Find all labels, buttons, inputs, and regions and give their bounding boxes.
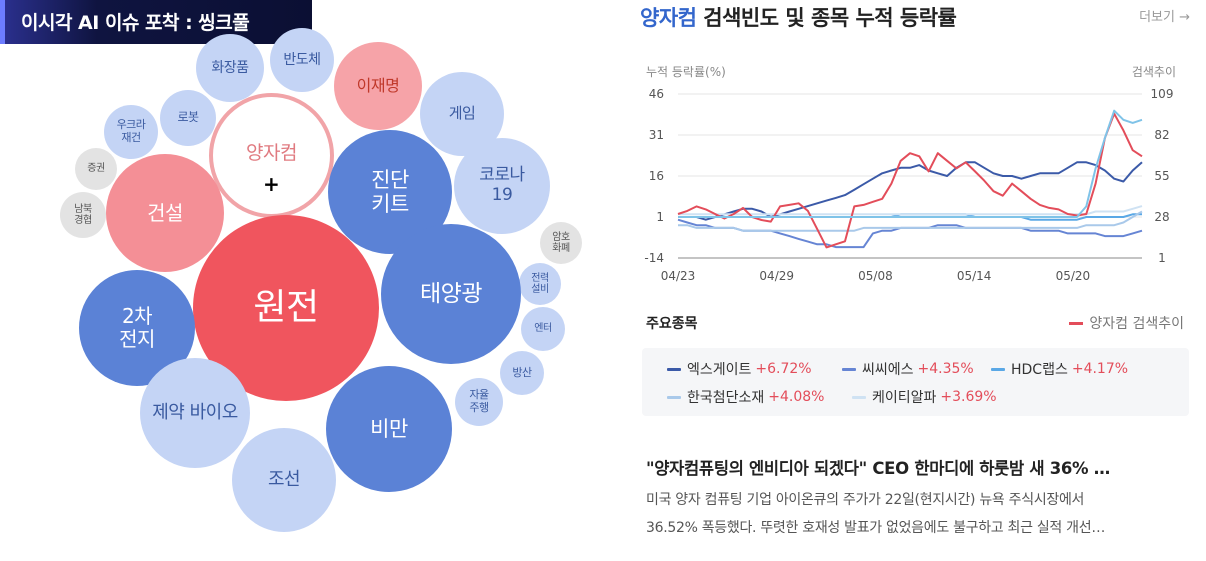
issue-banner: 이시각 AI 이슈 포착 : 씽크풀 bbox=[0, 0, 312, 44]
search-return-chart: 누적 등락률(%) 검색추이 46 109 31 82 16 55 1 28 -14 1 04/23 04… bbox=[640, 58, 1190, 290]
bubble-lee-jaemyung[interactable]: 이재명 bbox=[334, 42, 422, 130]
bubble-solar[interactable]: 태양광 bbox=[381, 224, 521, 364]
bubble-shipbuilding[interactable]: 조선 bbox=[232, 428, 336, 532]
bubble-covid19[interactable]: 코로나 19 bbox=[454, 138, 550, 234]
stock-legend-box: 엑스게이트 +6.72% 씨씨에스 +4.35% HDC랩스 +4.17% 한국첨단소… bbox=[642, 348, 1189, 416]
search-panel: 양자컴 검색빈도 및 종목 누적 등락률 더보기 → 누적 등락률(%) 검색추이… bbox=[640, 0, 1190, 561]
series-line bbox=[678, 205, 1143, 216]
key-stocks-label: 주요종목 bbox=[646, 316, 698, 332]
banner-title: 이시각 AI 이슈 포착 : 씽크풀 bbox=[21, 12, 250, 34]
x-tick-label: 05/08 bbox=[858, 269, 893, 283]
bubble-obesity[interactable]: 비만 bbox=[326, 366, 452, 492]
stock-line-swatch bbox=[991, 367, 1005, 371]
bubble-construction[interactable]: 건설 bbox=[106, 154, 224, 272]
stock-item[interactable]: 엑스게이트 +6.72% bbox=[667, 359, 812, 379]
search-trend-legend: 양자컴 검색추이 bbox=[1069, 313, 1184, 333]
stock-line-swatch bbox=[852, 395, 866, 399]
news-summary: 미국 양자 컴퓨팅 기업 아이온큐의 주가가 22일(현지시간) 뉴욕 주식시장… bbox=[646, 486, 1186, 542]
y-tick-right: 55 bbox=[1154, 169, 1169, 183]
stock-item[interactable]: 한국첨단소재 +4.08% bbox=[667, 387, 825, 407]
stock-item[interactable]: 케이티알파 +3.69% bbox=[852, 387, 997, 407]
bubble-quantum-computer[interactable]: 양자컴 bbox=[209, 93, 334, 218]
x-tick-label: 04/23 bbox=[661, 269, 696, 283]
bubble-inter-korean[interactable]: 남북 경협 bbox=[60, 192, 106, 238]
panel-title-keyword: 양자컴 bbox=[640, 6, 697, 30]
y-axis-left-title: 누적 등락률(%) bbox=[646, 65, 726, 79]
news-summary-line: 36.52% 폭등했다. 뚜렷한 호재성 발표가 없었음에도 불구하고 최근 실… bbox=[646, 520, 1106, 536]
stock-item[interactable]: HDC랩스 +4.17% bbox=[991, 359, 1128, 379]
bubble-cosmetics[interactable]: 화장품 bbox=[196, 34, 264, 102]
y-tick-right: 82 bbox=[1154, 128, 1169, 142]
bubble-power-equipment[interactable]: 전력 설비 bbox=[519, 263, 561, 305]
y-tick-left: 1 bbox=[656, 210, 664, 224]
series-line bbox=[678, 210, 1143, 232]
x-tick-label: 04/29 bbox=[759, 269, 794, 283]
series-line bbox=[677, 218, 1143, 249]
y-tick-right: 1 bbox=[1158, 251, 1166, 265]
search-trend-label: 양자컴 검색추이 bbox=[1089, 316, 1184, 332]
x-tick-label: 05/20 bbox=[1056, 269, 1091, 283]
x-tick-label: 05/14 bbox=[957, 269, 992, 283]
stock-line-swatch bbox=[842, 367, 856, 371]
news-summary-line: 미국 양자 컴퓨팅 기업 아이온큐의 주가가 22일(현지시간) 뉴욕 주식시장… bbox=[646, 492, 1085, 508]
bubble-autonomous-driving[interactable]: 자율 주행 bbox=[455, 378, 503, 426]
stock-line-swatch bbox=[667, 395, 681, 399]
panel-title-rest: 검색빈도 및 종목 누적 등락률 bbox=[696, 6, 957, 30]
series-line bbox=[678, 161, 1143, 221]
bubble-pharma-bio[interactable]: 제약 바이오 bbox=[140, 358, 250, 468]
bubble-semiconductor[interactable]: 반도체 bbox=[270, 28, 334, 92]
bubble-entertainment[interactable]: 엔터 bbox=[521, 307, 565, 351]
bubble-securities[interactable]: 증권 bbox=[75, 148, 117, 190]
y-tick-left: 31 bbox=[649, 128, 664, 142]
bubble-defense[interactable]: 방산 bbox=[500, 351, 544, 395]
y-tick-right: 109 bbox=[1151, 87, 1174, 101]
y-tick-left: 16 bbox=[649, 169, 664, 183]
mouse-cursor-plus: + bbox=[263, 172, 280, 196]
news-headline[interactable]: "양자컴퓨팅의 엔비디아 되겠다" CEO 한마디에 하룻밤 새 36% … bbox=[646, 459, 1110, 478]
y-tick-right: 28 bbox=[1154, 210, 1169, 224]
search-trend-swatch bbox=[1069, 321, 1084, 325]
series-line bbox=[678, 109, 1143, 218]
bubble-robot[interactable]: 로봇 bbox=[160, 90, 216, 146]
theme-bubble-cluster: 화장품 반도체 이재명 게임 우크라 재건 로봇 양자컴 진단 키트 증권 건설… bbox=[0, 0, 600, 561]
stock-item[interactable]: 씨씨에스 +4.35% bbox=[842, 359, 974, 379]
y-tick-left: 46 bbox=[649, 87, 664, 101]
bubble-ukraine-rebuild[interactable]: 우크라 재건 bbox=[104, 105, 158, 159]
y-tick-left: -14 bbox=[644, 251, 664, 265]
line-chart-svg: 누적 등락률(%) 검색추이 46 109 31 82 16 55 1 28 -14 1 04/23 04… bbox=[644, 65, 1176, 283]
y-axis-right-title: 검색추이 bbox=[1132, 65, 1176, 79]
panel-title: 양자컴 검색빈도 및 종목 누적 등락률 bbox=[640, 2, 957, 32]
bubble-crypto[interactable]: 암호 화폐 bbox=[540, 222, 582, 264]
stock-line-swatch bbox=[667, 367, 681, 371]
more-link[interactable]: 더보기 → bbox=[1139, 10, 1190, 25]
